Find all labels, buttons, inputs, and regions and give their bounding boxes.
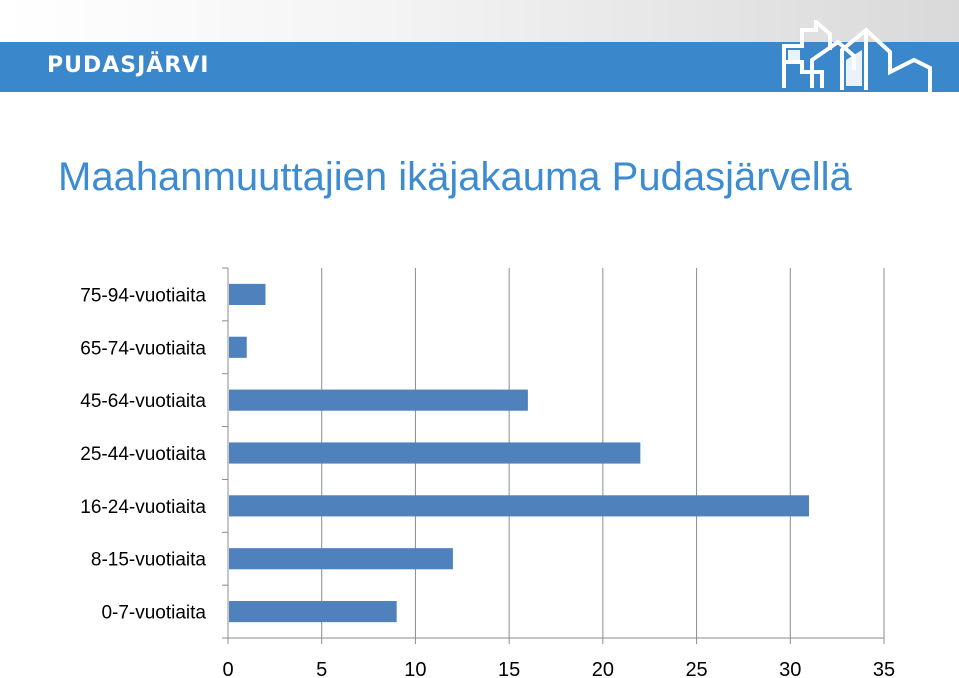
top-gradient-strip (0, 0, 959, 42)
x-tick-label: 20 (592, 659, 614, 678)
y-category-label: 8-15-vuotiaita (91, 550, 207, 571)
bar-25-44-vuotiaita (229, 442, 641, 464)
x-tick-label: 10 (404, 659, 426, 678)
slide-title: Maahanmuuttajien ikäjakauma Pudasjärvell… (58, 155, 852, 199)
bar-16-24-vuotiaita (229, 495, 810, 517)
pudasjarvi-houses-logo-icon (782, 20, 932, 92)
y-category-label: 25-44-vuotiaita (80, 444, 206, 465)
y-category-label: 0-7-vuotiaita (101, 603, 206, 624)
bar-0-7-vuotiaita (229, 601, 397, 623)
x-tick-label: 15 (498, 659, 520, 678)
y-category-label: 45-64-vuotiaita (80, 391, 206, 412)
y-category-label: 16-24-vuotiaita (80, 497, 206, 518)
x-tick-label: 25 (685, 659, 707, 678)
bar-65-74-vuotiaita (229, 336, 247, 358)
x-tick-label: 35 (873, 659, 895, 678)
y-category-label: 75-94-vuotiaita (80, 285, 206, 306)
y-category-label: 65-74-vuotiaita (80, 338, 206, 359)
x-tick-label: 30 (779, 659, 801, 678)
brand-wordmark: PUDASJÄRVI (47, 53, 210, 78)
bar-8-15-vuotiaita (229, 548, 453, 570)
bar-75-94-vuotiaita (229, 283, 266, 305)
x-tick-label: 0 (222, 659, 233, 678)
x-tick-label: 5 (316, 659, 327, 678)
bar-45-64-vuotiaita (229, 389, 528, 411)
age-distribution-bar-chart: 0 5 10 15 20 25 30 35 75-94-vuotiaita 65-74-vuoti… (80, 267, 895, 678)
